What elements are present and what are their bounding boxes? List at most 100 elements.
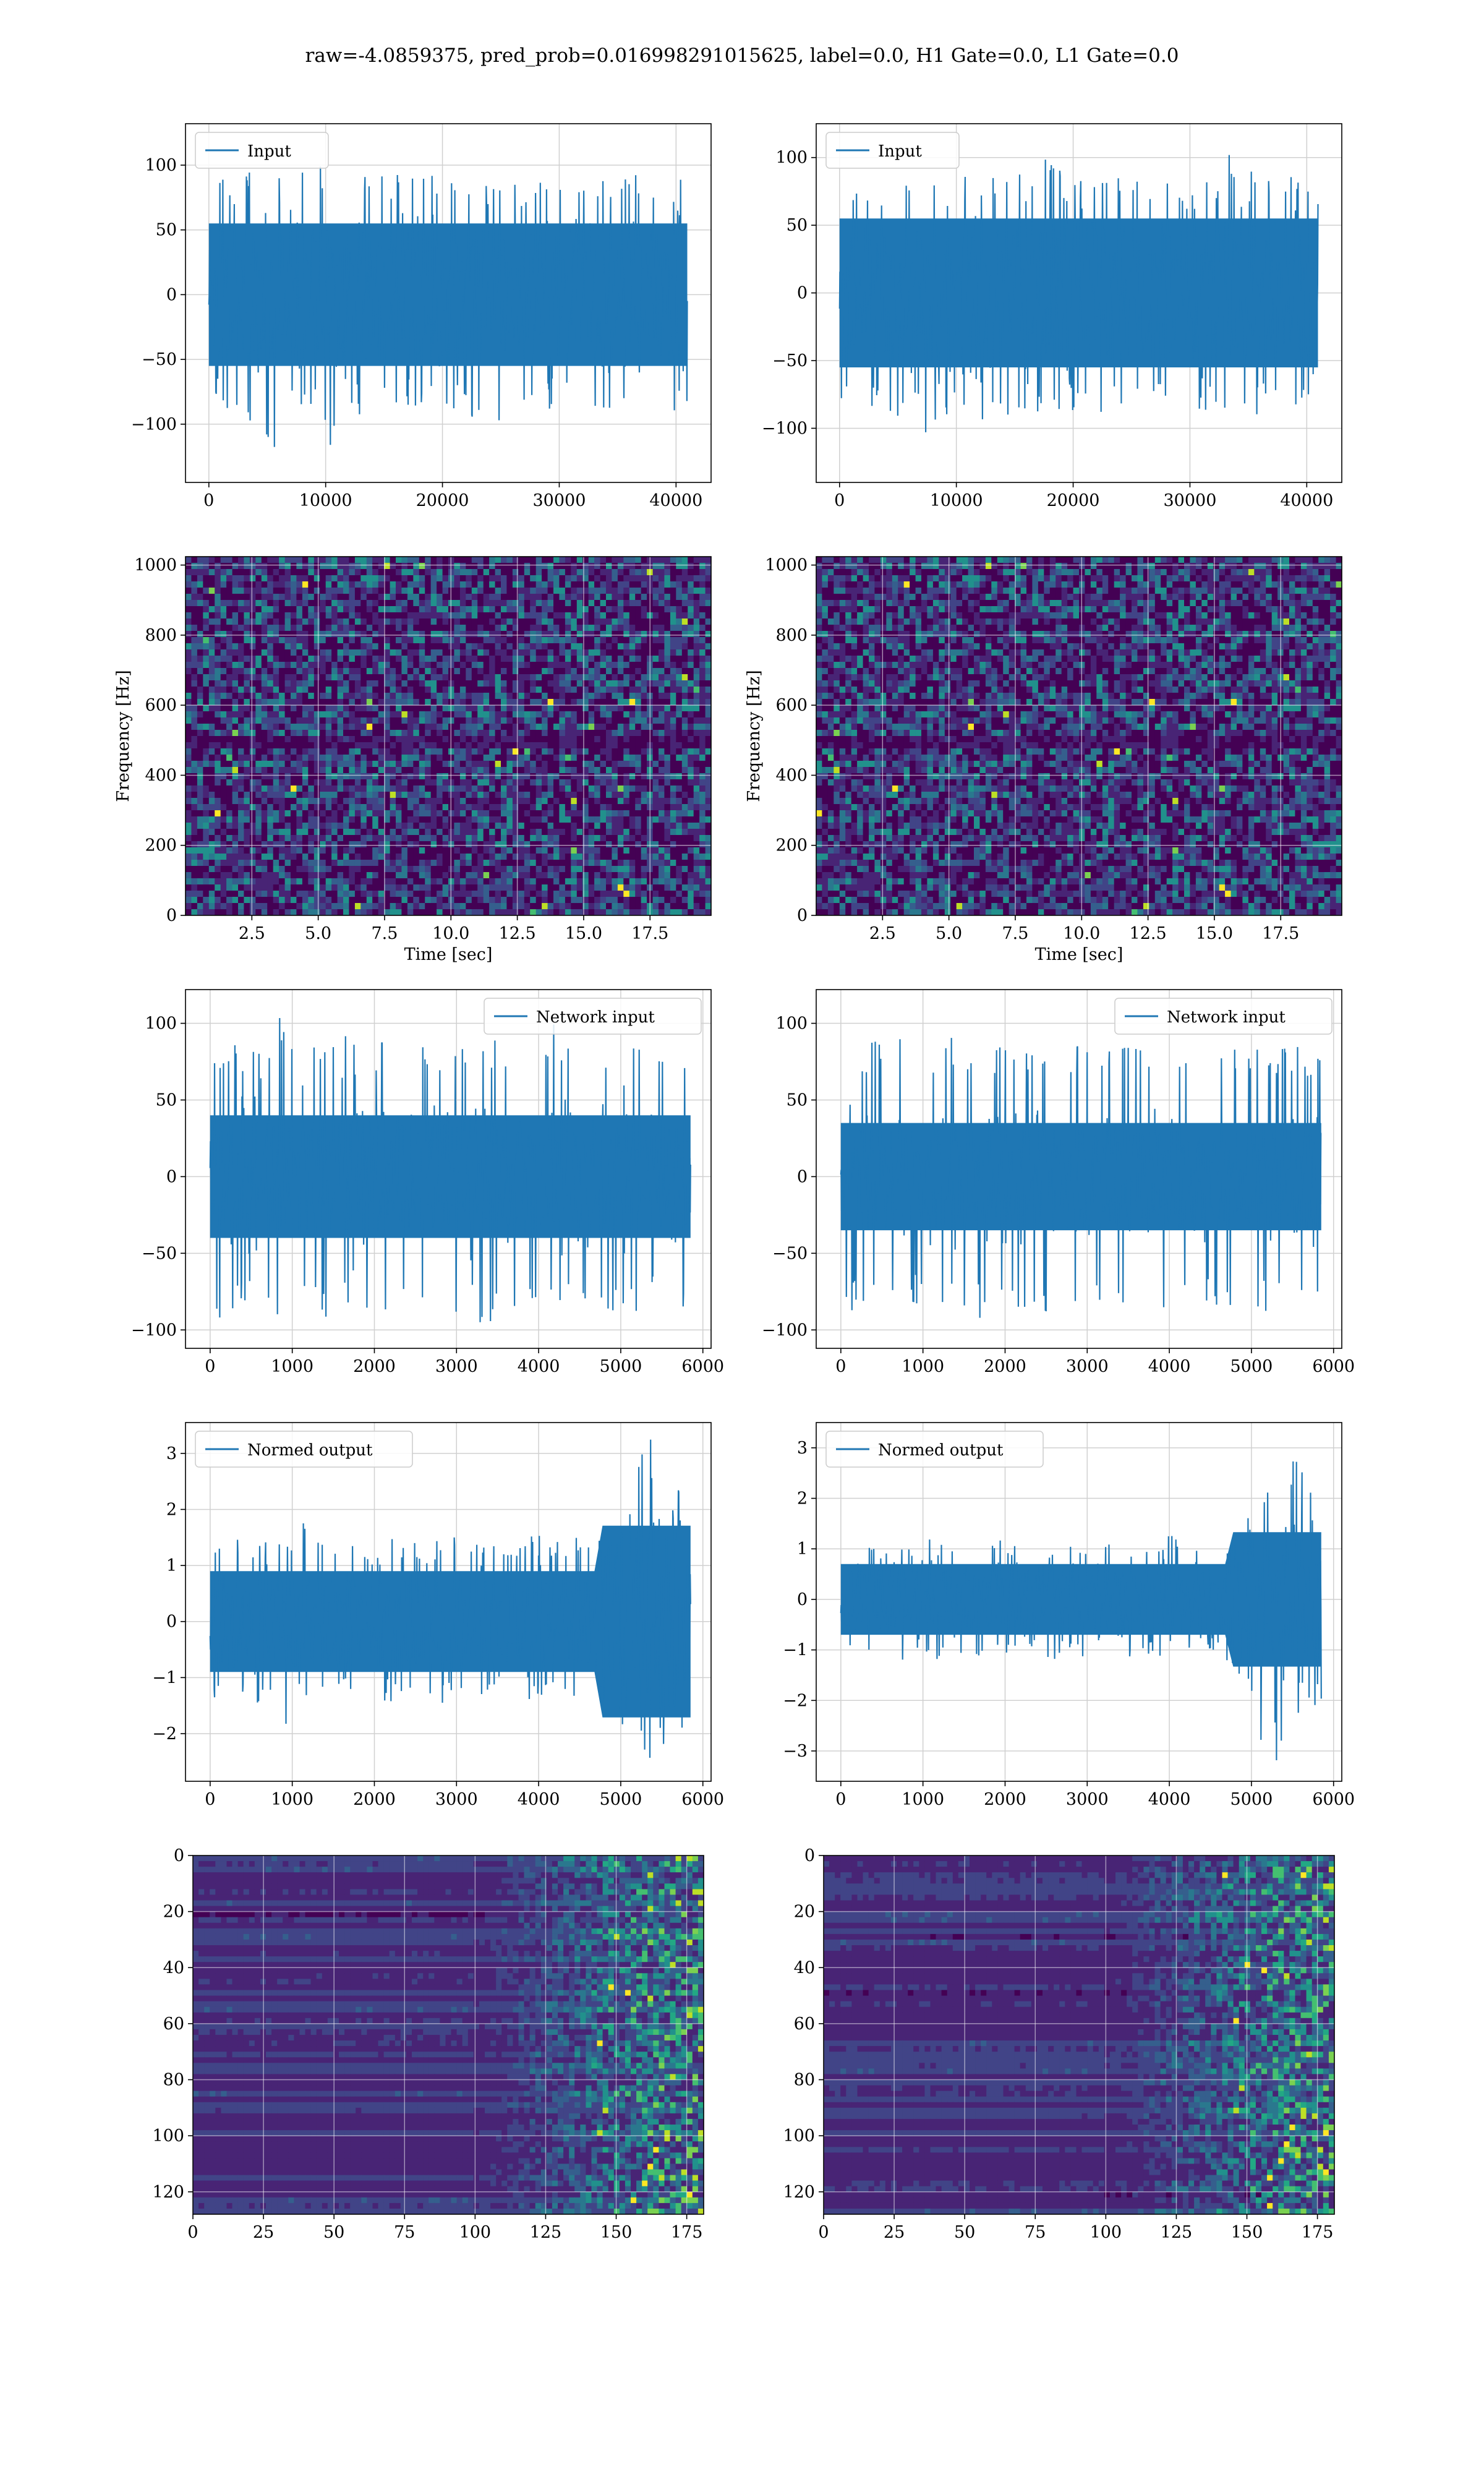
h1-spectrogram-x-axis-label: Time [sec]	[404, 945, 493, 964]
x-tick-label: 125	[1161, 2223, 1193, 2242]
x-tick-label: 20000	[416, 491, 469, 510]
x-tick-label: 0	[205, 1357, 215, 1376]
x-tick-label: 5000	[1230, 1790, 1273, 1809]
y-tick-label: 50	[156, 1090, 177, 1110]
y-tick-label: 600	[145, 696, 177, 715]
y-tick-label: 50	[156, 221, 177, 240]
x-tick-label: 20000	[1047, 491, 1100, 510]
x-tick-label: 3000	[435, 1790, 478, 1809]
y-tick-label: −1	[783, 1641, 808, 1660]
h1-normed-output-frame	[185, 1422, 712, 1782]
x-tick-label: 10000	[299, 491, 352, 510]
y-tick-label: 2	[797, 1489, 808, 1509]
h1-network-input-frame	[185, 989, 712, 1349]
y-tick-label: 40	[163, 1958, 184, 1977]
legend-label: Normed output	[247, 1441, 373, 1460]
x-tick-label: 6000	[1312, 1357, 1355, 1376]
y-tick-label: −50	[772, 351, 808, 370]
x-tick-label: 50	[954, 2223, 975, 2242]
y-tick-label: 100	[145, 156, 177, 175]
h1-input-frame	[185, 123, 712, 483]
y-tick-label: 120	[152, 2183, 184, 2202]
h1-feature-map-frame	[192, 1855, 704, 2215]
y-tick-label: 60	[163, 2014, 184, 2034]
x-tick-label: 2000	[984, 1790, 1026, 1809]
h1-normed-output-series-line	[209, 1439, 691, 1758]
y-tick-label: 0	[804, 1846, 815, 1865]
h1-normed-output-chart: Normed output 0 1000 2000 3000 4000 5000 6000 −2…	[152, 1422, 724, 1809]
y-tick-label: −50	[142, 350, 177, 369]
x-tick-label: 5.0	[305, 924, 331, 943]
y-tick-label: 100	[145, 1014, 177, 1034]
l1-input-frame	[816, 123, 1342, 483]
x-tick-label: 4000	[1148, 1790, 1191, 1809]
x-tick-label: 10.0	[432, 924, 469, 943]
x-tick-label: 30000	[532, 491, 586, 510]
x-tick-label: 0	[835, 1357, 846, 1376]
y-tick-label: −2	[152, 1724, 177, 1744]
y-tick-label: 100	[775, 1014, 808, 1034]
x-tick-label: 2000	[353, 1357, 396, 1376]
h1-network-input-legend: Network input	[484, 998, 702, 1035]
x-tick-label: 2000	[353, 1790, 396, 1809]
y-tick-label: 0	[166, 906, 177, 925]
l1-normed-output-chart: Normed output 0 1000 2000 3000 4000 5000 6000 −3…	[783, 1422, 1355, 1809]
x-tick-label: 5.0	[936, 924, 962, 943]
y-tick-label: −100	[762, 419, 808, 438]
l1-normed-output-legend: Normed output	[825, 1431, 1044, 1468]
x-tick-label: 75	[1025, 2223, 1046, 2242]
h1-normed-output-legend: Normed output	[195, 1431, 413, 1468]
x-tick-label: 15.0	[565, 924, 602, 943]
x-tick-label: 6000	[681, 1790, 724, 1809]
y-tick-label: 1	[166, 1556, 177, 1575]
x-tick-label: 6000	[1312, 1790, 1355, 1809]
x-tick-label: 2.5	[239, 924, 265, 943]
y-tick-label: 80	[163, 2071, 184, 2090]
x-tick-label: 175	[671, 2223, 703, 2242]
y-tick-label: −100	[762, 1320, 808, 1340]
l1-input-chart: Input 0 10000 20000 30000 40000 −100 −50 0 50 100	[762, 123, 1342, 510]
x-tick-label: 150	[1231, 2223, 1263, 2242]
x-tick-label: 5000	[600, 1357, 642, 1376]
legend-label: Network input	[536, 1008, 655, 1027]
x-tick-label: 7.5	[371, 924, 398, 943]
x-tick-label: 40000	[649, 491, 702, 510]
x-tick-label: 17.5	[1262, 924, 1299, 943]
h1-input-series-line	[208, 166, 688, 447]
x-tick-label: 1000	[271, 1790, 313, 1809]
x-tick-label: 4000	[518, 1357, 560, 1376]
l1-normed-output-frame	[816, 1422, 1342, 1782]
y-tick-label: 1	[797, 1539, 808, 1559]
legend-label: Input	[247, 142, 291, 161]
y-tick-label: 0	[797, 1590, 808, 1609]
x-tick-label: 40000	[1280, 491, 1333, 510]
y-tick-label: 3	[797, 1439, 808, 1458]
l1-input-legend: Input	[825, 132, 960, 169]
x-tick-label: 125	[530, 2223, 562, 2242]
y-tick-label: −50	[142, 1244, 177, 1263]
x-tick-label: 1000	[902, 1357, 944, 1376]
y-tick-label: 120	[783, 2183, 815, 2202]
x-tick-label: 100	[1090, 2223, 1122, 2242]
x-tick-label: 12.5	[1130, 924, 1167, 943]
x-tick-label: 0	[834, 491, 845, 510]
x-tick-label: 10000	[930, 491, 983, 510]
y-tick-label: 200	[145, 836, 177, 855]
l1-feature-map-frame	[823, 1855, 1335, 2215]
y-tick-label: −100	[131, 415, 177, 434]
x-tick-label: 3000	[435, 1357, 478, 1376]
x-tick-label: 1000	[902, 1790, 944, 1809]
h1-spectrogram-y-axis-label: Frequency [Hz]	[114, 670, 133, 802]
y-tick-label: 40	[794, 1958, 815, 1977]
y-tick-label: −2	[783, 1691, 808, 1710]
h1-network-input-series-line	[209, 1017, 691, 1322]
x-tick-label: 15.0	[1196, 924, 1233, 943]
x-tick-label: 0	[205, 1790, 215, 1809]
l1-spectrogram-x-axis-label: Time [sec]	[1035, 945, 1124, 964]
x-tick-label: 25	[253, 2223, 274, 2242]
x-tick-label: 25	[884, 2223, 905, 2242]
y-tick-label: 600	[775, 696, 808, 715]
figure-title: raw=-4.0859375, pred_prob=0.016998291015…	[0, 45, 1484, 67]
